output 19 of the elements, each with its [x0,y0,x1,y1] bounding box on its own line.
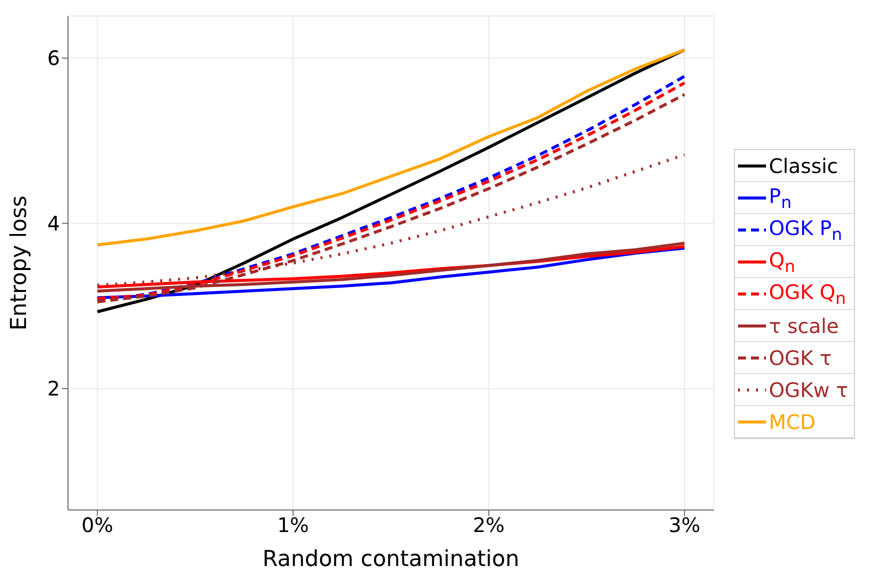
legend-label: OGK P$_{n}$ [768,216,844,244]
legend-label: OGK Q$_{n}$ [768,280,847,308]
y-axis-title: Entropy loss [6,196,32,330]
x-axis-title: Random contamination [262,547,520,572]
x-tick-label: 2% [472,513,505,538]
x-tick-label: 0% [81,513,114,538]
y-tick-label: 2 [47,376,60,401]
legend-label: τ scale [768,314,840,338]
x-tick-label: 1% [277,513,309,538]
legend-label: Q$_{n}$ [768,248,796,276]
x-tick-label: 3% [668,513,700,538]
legend-label: OGK τ [768,346,833,370]
legend-label: OGKw τ [768,378,849,402]
y-tick-label: 4 [47,211,60,236]
y-tick-label: 6 [47,46,60,70]
legend-label: P$_{n}$ [768,184,792,212]
legend-label: MCD [768,410,816,434]
legend-label: Classic [768,154,840,178]
line-series [96,48,686,246]
